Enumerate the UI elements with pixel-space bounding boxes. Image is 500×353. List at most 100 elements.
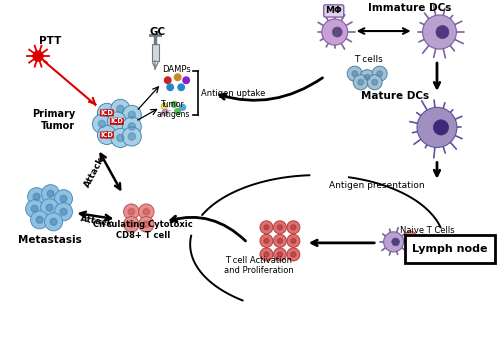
Circle shape — [264, 238, 269, 243]
Text: T cell Activation
and Proliferation: T cell Activation and Proliferation — [224, 256, 294, 275]
Circle shape — [264, 252, 269, 257]
Circle shape — [392, 238, 400, 246]
Circle shape — [417, 107, 457, 148]
Circle shape — [347, 66, 362, 81]
Circle shape — [162, 109, 168, 116]
Text: PTT: PTT — [40, 36, 62, 46]
Circle shape — [60, 208, 67, 215]
FancyBboxPatch shape — [405, 235, 495, 263]
Circle shape — [274, 234, 286, 247]
Circle shape — [377, 71, 382, 77]
Circle shape — [44, 213, 62, 231]
Circle shape — [167, 84, 173, 90]
Circle shape — [122, 127, 142, 146]
Circle shape — [278, 252, 282, 257]
Text: DAMPs: DAMPs — [162, 65, 190, 74]
Circle shape — [128, 123, 136, 130]
Circle shape — [33, 51, 43, 61]
Circle shape — [384, 232, 404, 252]
Circle shape — [367, 75, 382, 90]
Circle shape — [291, 225, 296, 230]
Circle shape — [260, 234, 273, 247]
Text: Lymph node: Lymph node — [412, 244, 488, 254]
Circle shape — [60, 195, 67, 202]
Circle shape — [260, 221, 273, 234]
Circle shape — [128, 133, 136, 140]
Circle shape — [372, 79, 378, 85]
Circle shape — [164, 77, 171, 84]
Text: Attack: Attack — [80, 215, 114, 229]
Text: Mature DCs: Mature DCs — [360, 91, 428, 101]
Circle shape — [138, 216, 154, 232]
Circle shape — [287, 248, 300, 261]
Circle shape — [178, 84, 184, 90]
Circle shape — [278, 225, 282, 230]
Circle shape — [143, 221, 150, 228]
Circle shape — [174, 108, 181, 115]
Circle shape — [434, 120, 448, 135]
Circle shape — [278, 238, 282, 243]
Circle shape — [358, 79, 364, 85]
Circle shape — [404, 231, 417, 244]
Text: ICD: ICD — [110, 118, 124, 124]
Circle shape — [353, 75, 368, 90]
Circle shape — [50, 219, 57, 225]
Circle shape — [360, 70, 374, 85]
Text: Primary
Tumor: Primary Tumor — [32, 109, 76, 131]
Text: Tumor
antigens: Tumor antigens — [156, 100, 190, 119]
Circle shape — [264, 225, 269, 230]
Circle shape — [332, 27, 342, 37]
Circle shape — [98, 103, 116, 122]
Circle shape — [408, 235, 413, 240]
Circle shape — [128, 221, 134, 228]
Circle shape — [422, 15, 456, 49]
Circle shape — [26, 200, 44, 218]
Circle shape — [143, 209, 150, 215]
Circle shape — [122, 105, 142, 124]
Circle shape — [114, 118, 120, 125]
Text: ICD: ICD — [100, 110, 114, 116]
Circle shape — [260, 248, 273, 261]
Circle shape — [291, 252, 296, 257]
Circle shape — [111, 99, 130, 118]
Text: Immature DCs: Immature DCs — [368, 3, 451, 13]
Circle shape — [30, 211, 48, 229]
Circle shape — [46, 204, 53, 211]
Circle shape — [124, 204, 139, 220]
Circle shape — [124, 216, 139, 232]
Circle shape — [42, 185, 60, 203]
Circle shape — [108, 112, 126, 131]
Text: Attack: Attack — [82, 156, 106, 190]
Circle shape — [180, 104, 186, 110]
Text: MΦ: MΦ — [326, 6, 342, 16]
Text: Metastasis: Metastasis — [18, 235, 82, 245]
Text: Circulating Cytotoxic
CD8+ T cell: Circulating Cytotoxic CD8+ T cell — [93, 221, 192, 240]
Circle shape — [104, 109, 110, 116]
Circle shape — [104, 131, 110, 139]
Circle shape — [128, 111, 136, 119]
Text: GC: GC — [150, 26, 166, 37]
Circle shape — [128, 209, 134, 215]
Circle shape — [291, 238, 296, 243]
Circle shape — [122, 117, 142, 136]
Circle shape — [274, 248, 286, 261]
Circle shape — [183, 77, 190, 84]
Circle shape — [161, 103, 168, 109]
Circle shape — [98, 120, 105, 127]
Circle shape — [417, 234, 430, 247]
Circle shape — [47, 190, 54, 197]
Circle shape — [54, 190, 72, 208]
Circle shape — [287, 234, 300, 247]
Circle shape — [33, 193, 40, 200]
Text: Antigen presentation: Antigen presentation — [330, 181, 425, 190]
Text: Antigen uptake: Antigen uptake — [201, 89, 266, 98]
Circle shape — [28, 188, 46, 206]
Circle shape — [31, 205, 38, 212]
Circle shape — [352, 71, 358, 77]
Circle shape — [117, 105, 124, 113]
Circle shape — [174, 74, 181, 80]
Circle shape — [287, 221, 300, 234]
Circle shape — [421, 238, 426, 244]
Circle shape — [364, 74, 370, 80]
Circle shape — [322, 19, 347, 45]
